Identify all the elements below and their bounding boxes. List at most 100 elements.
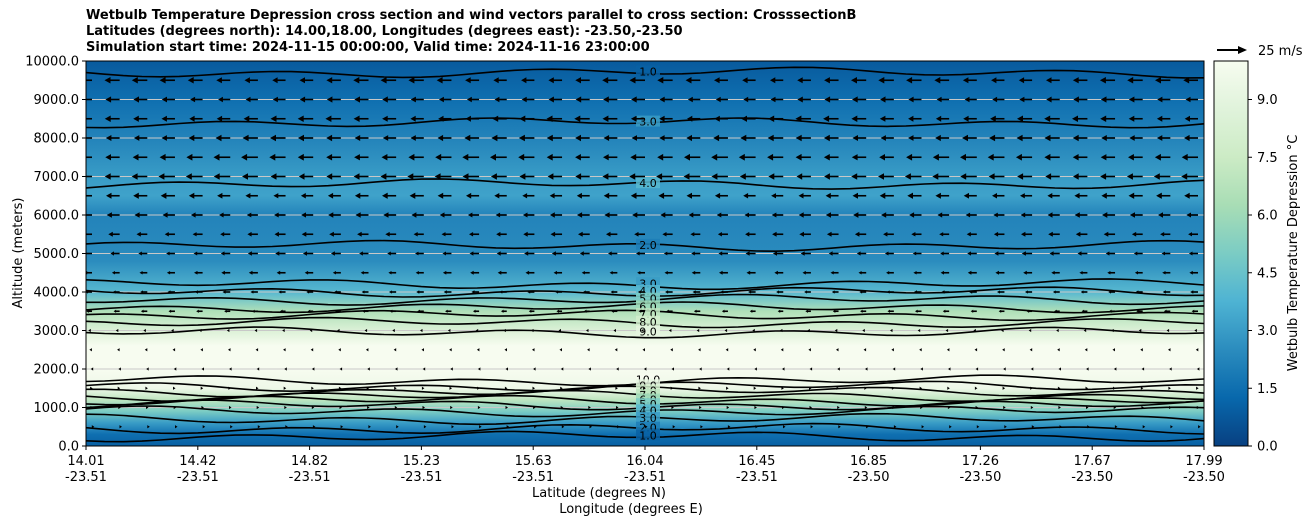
wind-vector-head (326, 173, 333, 180)
wind-vector-head (1160, 232, 1165, 237)
wind-vector-head (186, 153, 193, 161)
y-axis-label: Altitude (meters) (11, 198, 26, 309)
wind-vector-head (299, 96, 306, 103)
wind-vector-head (1154, 153, 1161, 161)
wind-vector-head (1058, 405, 1061, 410)
wind-vector-head (662, 232, 667, 237)
wind-vector-head (939, 232, 944, 237)
wind-vector-head (932, 173, 939, 180)
wind-vector-head (495, 212, 501, 218)
wind-vector-head (616, 405, 619, 410)
wind-vector-head (161, 96, 167, 103)
wind-vector-head (435, 153, 442, 161)
colorbar-scale (1213, 60, 1249, 447)
wind-vector-head (108, 231, 113, 237)
wind-vector-head (942, 309, 946, 313)
contour-label-bg-10 (636, 325, 660, 337)
wind-vector-head (166, 251, 170, 256)
wind-vector-head (588, 367, 591, 371)
x-tick-label-lat-7: 16.85 (850, 454, 887, 469)
wind-vector-head (740, 134, 747, 142)
wind-vector-head (1141, 405, 1144, 410)
wind-vector-head (912, 251, 917, 256)
wind-vector-head (361, 290, 365, 294)
wind-vector-head (269, 153, 276, 161)
wind-vector-head (1111, 328, 1114, 333)
wind-vector-head (218, 96, 223, 103)
wind-vector-head (716, 212, 722, 218)
wind-vector-head (1136, 309, 1139, 313)
wind-vector-head (393, 348, 397, 352)
contour-label-bg-7 (636, 300, 660, 312)
wind-vector-head (560, 405, 564, 410)
wind-vector-head (133, 115, 139, 122)
wind-vector-head (436, 77, 443, 84)
wind-vector-head (890, 328, 893, 333)
wind-vector-head (780, 348, 784, 352)
wind-vector-head (828, 251, 833, 256)
wind-vector-head (1133, 251, 1138, 256)
wind-vector-head (963, 115, 969, 122)
wind-vector-head (836, 348, 839, 352)
wind-vector-head (1051, 270, 1055, 275)
wind-vector-head (147, 425, 150, 429)
x-tick-label-lon-8: -23.50 (959, 470, 1001, 485)
wind-vector-head (992, 96, 998, 103)
wind-vector-head (90, 386, 93, 390)
wind-vector-head (199, 328, 202, 333)
wind-vector-head (878, 173, 884, 180)
wind-vector-head (389, 290, 392, 294)
wind-vector-head (388, 271, 392, 275)
wind-vector-head (241, 153, 248, 161)
wind-vector-head (469, 251, 474, 256)
wind-vector-head (1028, 328, 1032, 333)
wind-vector-head (187, 77, 194, 84)
wind-vector-head (410, 96, 416, 103)
contour-lines: 1.03.04.02.03.04.05.06.07.08.09.010.09.0… (86, 65, 1204, 443)
wind-vector-head (548, 77, 554, 84)
x-tick-label-lat-9: 17.67 (1074, 454, 1111, 469)
wind-vector-head (802, 270, 806, 275)
wind-vector-head (550, 212, 555, 218)
wind-vector-head (140, 290, 143, 294)
wind-vector-head (1153, 173, 1160, 180)
wind-vector-head (164, 232, 169, 237)
wind-vector-head (798, 212, 804, 218)
wind-vector-head (479, 425, 482, 429)
wind-vector-head (354, 154, 360, 161)
wind-vector-head (1080, 290, 1084, 294)
wind-vector-head (222, 290, 226, 294)
colorbar-ticks: 0.0 1.5 3.0 4.5 6.0 7.5 9.0 (1248, 93, 1278, 455)
wind-vector-head (908, 96, 914, 103)
contour-label-bg-19 (636, 421, 660, 433)
wind-vector-head (167, 290, 171, 294)
wind-vector-head (721, 309, 725, 313)
wind-vector-head (741, 115, 747, 122)
wind-vector-head (1100, 115, 1107, 122)
wind-vector-head (657, 153, 664, 161)
wind-vector-head (505, 405, 508, 410)
x-axis-label-latitude: Latitude (degrees N) (532, 486, 666, 501)
wind-vector-head (166, 271, 171, 275)
wind-vector-head (1126, 173, 1133, 180)
wind-vector-head (687, 115, 693, 122)
wind-vector-head (283, 348, 286, 352)
x-tick-label-lat-2: 14.82 (291, 454, 328, 469)
wind-vector-head (1157, 96, 1163, 103)
wind-vector-head (334, 290, 337, 294)
wind-vector-head (1102, 212, 1108, 218)
wind-vector-head (382, 96, 388, 103)
wind-vector-head (497, 270, 502, 275)
wind-vector-head (656, 173, 663, 180)
wind-vector-head (451, 425, 454, 429)
wind-vector-head (935, 115, 942, 122)
x-tick-label-lon-3: -23.51 (400, 470, 442, 485)
wind-vector-head (995, 270, 999, 275)
wind-vector-head (1191, 309, 1195, 313)
wind-vector-head (974, 386, 978, 390)
wind-vector-head (441, 232, 446, 237)
wind-vector-head (743, 96, 749, 103)
wind-vector-head (1128, 115, 1135, 122)
wind-vector-head (494, 193, 500, 199)
wind-vector-head (1002, 348, 1005, 352)
